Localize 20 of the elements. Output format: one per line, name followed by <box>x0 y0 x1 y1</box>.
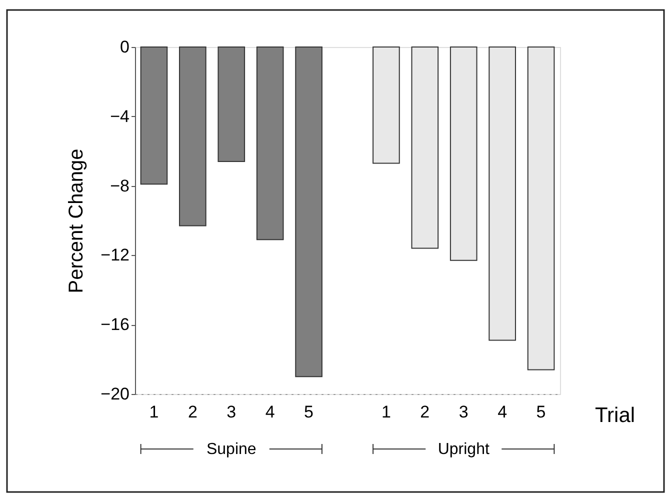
x-axis-title: Trial <box>595 404 636 427</box>
x-tick-label: 2 <box>420 402 430 422</box>
legend-label: Upright <box>438 441 490 458</box>
x-tick-label: 3 <box>458 402 468 422</box>
y-tick-label: −20 <box>100 384 130 404</box>
y-tick-label: −4 <box>110 106 130 126</box>
x-tick-label: 2 <box>188 402 198 422</box>
x-tick-label: 3 <box>226 402 236 422</box>
x-tick-label: 1 <box>381 402 391 422</box>
y-tick-label: −8 <box>110 176 130 196</box>
y-tick-label: −12 <box>100 246 130 265</box>
x-tick-label: 5 <box>536 402 546 422</box>
x-tick-label: 4 <box>498 402 508 422</box>
y-tick-label: 0 <box>120 38 130 56</box>
x-tick-label: 1 <box>149 402 159 422</box>
x-tick-label: 4 <box>265 402 275 422</box>
y-axis-title: Percent Change <box>66 148 88 294</box>
legend-label: Supine <box>206 441 256 458</box>
y-tick-label: −16 <box>100 315 130 334</box>
x-tick-label: 5 <box>304 402 314 422</box>
